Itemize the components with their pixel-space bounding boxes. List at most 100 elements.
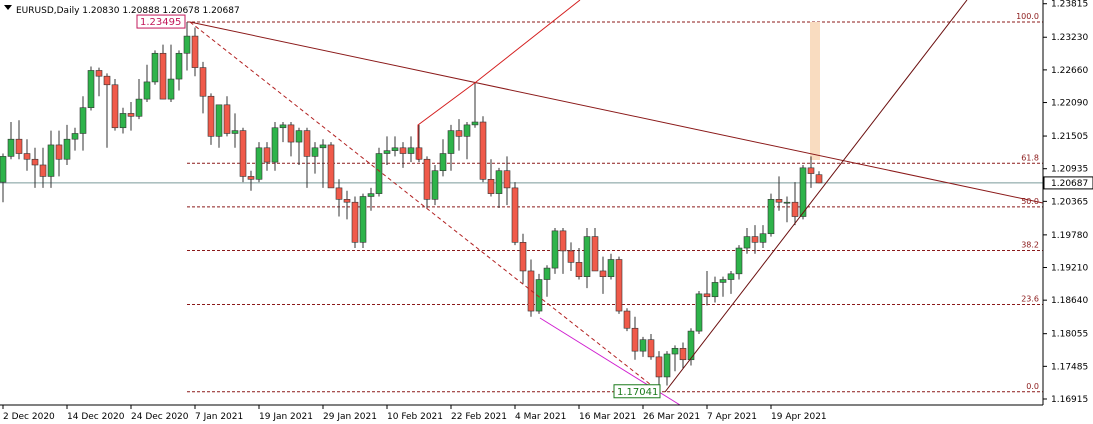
- candle-body: [551, 230, 559, 269]
- dashed-trendline: [189, 21, 661, 393]
- x-tick-label: 14 Dec 2020: [67, 412, 125, 422]
- candle-body: [439, 153, 447, 172]
- candle-body: [599, 270, 607, 277]
- candle-body: [335, 187, 343, 200]
- candle-body: [535, 279, 543, 312]
- candle-body: [631, 327, 639, 352]
- candle-body: [223, 104, 231, 134]
- candle-body: [743, 236, 751, 249]
- candles: [0, 22, 823, 392]
- y-tick-label: 1.21505: [1051, 132, 1088, 142]
- candle-body: [751, 236, 759, 243]
- current-price-label: 1.20687: [1051, 179, 1088, 189]
- candle-body: [799, 167, 807, 217]
- y-tick-label: 1.16915: [1051, 395, 1088, 405]
- candle-body: [543, 267, 551, 280]
- candle-body: [231, 130, 239, 134]
- current-price-box: [1043, 176, 1093, 190]
- candle-body: [391, 147, 399, 151]
- candle-body: [511, 187, 519, 243]
- candle-body: [191, 35, 199, 68]
- candle-body: [383, 150, 391, 154]
- candle-body: [615, 259, 623, 312]
- candle-body: [711, 282, 719, 298]
- x-tick-label: 7 Jan 2021: [195, 412, 243, 422]
- symbol-icon: [4, 5, 12, 10]
- x-tick-label: 16 Mar 2021: [579, 412, 636, 422]
- candle-body: [423, 158, 431, 200]
- highlight-zone: [810, 22, 820, 160]
- candle-body: [247, 176, 255, 180]
- x-tick-label: 22 Feb 2021: [451, 412, 507, 422]
- candle-body: [415, 147, 423, 160]
- fib-high-label: 1.23495: [140, 17, 181, 28]
- candle-body: [199, 67, 207, 97]
- x-tick-label: 29 Jan 2021: [323, 412, 377, 422]
- candle-body: [559, 230, 567, 252]
- candle-body: [639, 339, 647, 352]
- candle-body: [175, 52, 183, 80]
- x-tick-label: 10 Feb 2021: [387, 412, 443, 422]
- fib-label: 50.0: [1021, 197, 1039, 206]
- candle-body: [167, 78, 175, 100]
- candle-body: [311, 147, 319, 157]
- y-tick-label: 1.18640: [1051, 296, 1088, 306]
- candle-body: [671, 347, 679, 355]
- candle-body: [127, 113, 135, 117]
- candle-body: [159, 52, 167, 100]
- candle-body: [647, 339, 655, 358]
- candle-body: [591, 236, 599, 272]
- fib-label: 61.8: [1021, 153, 1039, 162]
- candle-body: [767, 199, 775, 235]
- candle-body: [735, 247, 743, 275]
- y-tick-label: 1.22090: [1051, 99, 1088, 109]
- candle-body: [471, 121, 479, 126]
- y-tick-label: 1.17485: [1051, 362, 1088, 372]
- candle-body: [295, 130, 303, 143]
- x-tick-label: 19 Jan 2021: [259, 412, 313, 422]
- candle-body: [143, 81, 151, 100]
- y-tick-label: 1.23815: [1051, 0, 1088, 10]
- candle-body: [695, 293, 703, 332]
- candle-body: [239, 130, 247, 177]
- fib-high-box: [136, 14, 186, 29]
- candle-body: [255, 147, 263, 180]
- y-tick-label: 1.18055: [1051, 330, 1088, 340]
- candle-body: [31, 158, 39, 166]
- candle-body: [95, 70, 103, 77]
- candle-body: [271, 127, 279, 163]
- candle-body: [503, 170, 511, 189]
- candle-body: [7, 138, 15, 157]
- candle-body: [775, 199, 783, 203]
- candle-body: [783, 201, 791, 204]
- candle-body: [103, 75, 111, 86]
- candle-body: [15, 138, 23, 154]
- candle-body: [327, 144, 335, 189]
- candle-body: [119, 113, 127, 129]
- candle-body: [815, 174, 823, 184]
- candle-body: [655, 356, 663, 378]
- candle-body: [367, 193, 375, 197]
- x-tick-label: 26 Mar 2021: [643, 412, 700, 422]
- candle-body: [39, 164, 47, 177]
- y-tick-label: 1.23230: [1051, 33, 1088, 43]
- candle-body: [447, 130, 455, 154]
- candle-body: [463, 124, 471, 137]
- candle-body: [287, 124, 295, 143]
- candle-body: [151, 52, 159, 83]
- candle-body: [687, 330, 695, 361]
- candle-body: [407, 147, 415, 154]
- candle-body: [207, 95, 215, 137]
- candle-body: [791, 201, 799, 217]
- candle-body: [479, 121, 487, 180]
- candle-body: [607, 259, 615, 277]
- candle-body: [399, 147, 407, 154]
- y-tick-label: 1.20935: [1051, 165, 1088, 175]
- fib-label: 38.2: [1021, 241, 1039, 250]
- candle-body: [431, 170, 439, 200]
- candle-body: [55, 144, 63, 160]
- candle-body: [87, 70, 95, 108]
